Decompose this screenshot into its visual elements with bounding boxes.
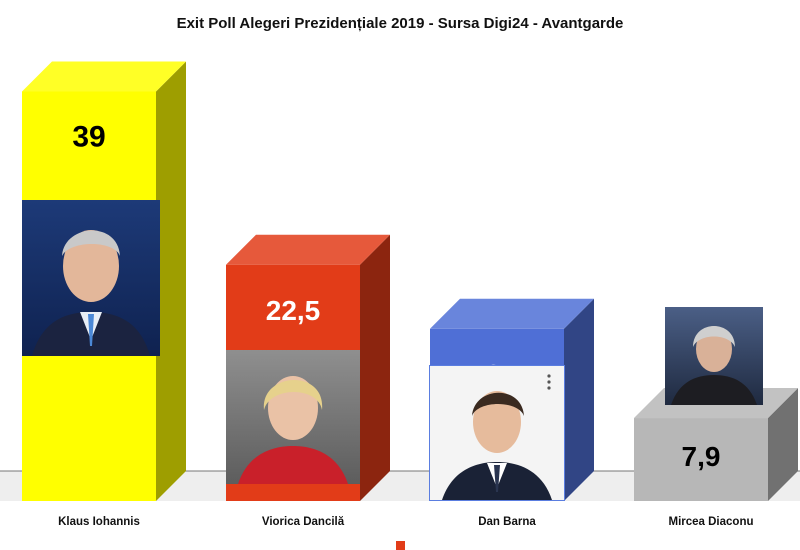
bar-side [768,388,798,501]
bar-top [226,234,390,265]
chart-floor [0,471,800,501]
portrait-viorica-dancila [226,350,360,484]
portrait-dan-barna [429,365,565,501]
chart-title: Exit Poll Alegeri Prezidențiale 2019 - S… [177,15,624,32]
bar-top [22,61,186,92]
data-label: 39 [72,121,105,154]
bar-side [156,61,186,501]
bar-side [360,234,390,501]
data-label: 22,5 [266,295,321,326]
data-label: 7,9 [682,441,721,472]
x-tick-label: Viorica Dancilă [262,516,345,528]
legend-marker [396,541,405,550]
bar-front [634,418,768,501]
x-tick-label: Dan Barna [478,516,536,528]
portrait-mircea-diaconu [665,307,763,405]
bar-side [564,298,594,501]
portrait-klaus-iohannis [22,200,160,356]
x-tick-label: Mircea Diaconu [669,516,754,528]
x-tick-label: Klaus Iohannis [58,516,140,528]
bar-top [430,298,594,329]
